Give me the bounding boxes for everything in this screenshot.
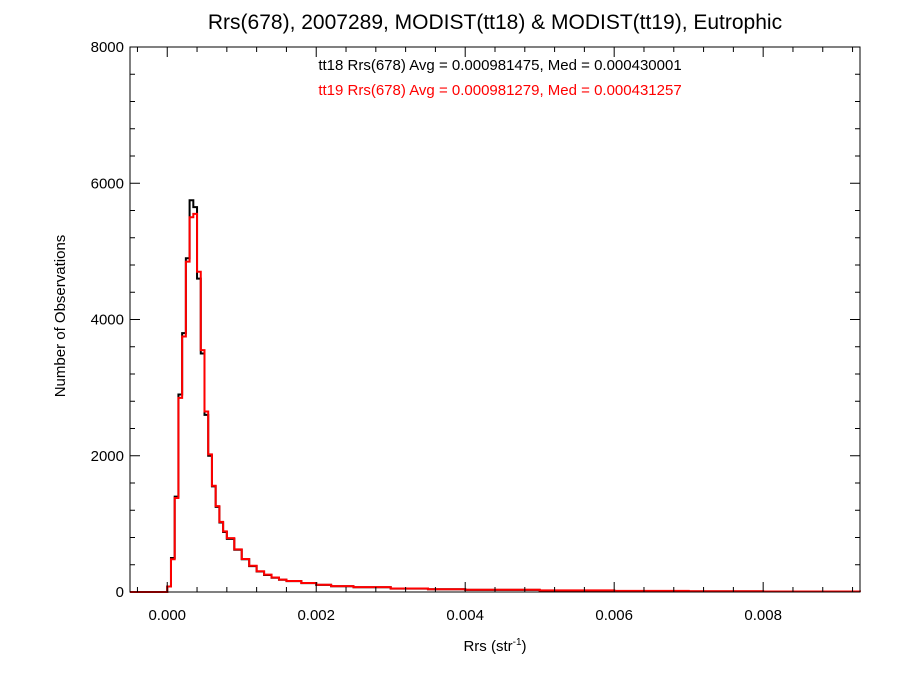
x-tick-label: 0.008 <box>744 607 782 624</box>
series-layer <box>130 199 861 593</box>
y-tick-label: 6000 <box>91 175 124 192</box>
x-tick-label: 0.006 <box>595 607 633 624</box>
x-tick-label: 0.002 <box>297 607 335 624</box>
annotation-tt18: tt18 Rrs(678) Avg = 0.000981475, Med = 0… <box>318 57 681 74</box>
y-tick-label: 4000 <box>91 312 124 329</box>
histogram-series-tt18 <box>130 199 861 593</box>
x-axis-label-suffix: ) <box>522 638 527 655</box>
x-tick-label: 0.004 <box>446 607 484 624</box>
x-axis-label-main: Rrs (str <box>463 638 512 655</box>
plot-frame <box>129 46 861 593</box>
chart-title: Rrs(678), 2007289, MODIST(tt18) & MODIST… <box>208 11 782 34</box>
y-tick-label: 2000 <box>91 448 124 465</box>
ticks-layer: 0.000 0.002 0.004 0.006 0.008 0 2000 4000 6000 80… <box>91 39 860 624</box>
x-tick-label: 0.000 <box>148 607 186 624</box>
y-tick-label: 0 <box>116 584 124 601</box>
histogram-series-tt19 <box>130 212 861 593</box>
x-axis-label: Rrs (str-1) <box>463 637 526 655</box>
annotation-tt19: tt19 Rrs(678) Avg = 0.000981279, Med = 0… <box>318 82 681 99</box>
y-axis-label: Number of Observations <box>52 235 69 398</box>
x-axis-label-superscript: -1 <box>513 637 522 648</box>
y-tick-label: 8000 <box>91 39 124 56</box>
